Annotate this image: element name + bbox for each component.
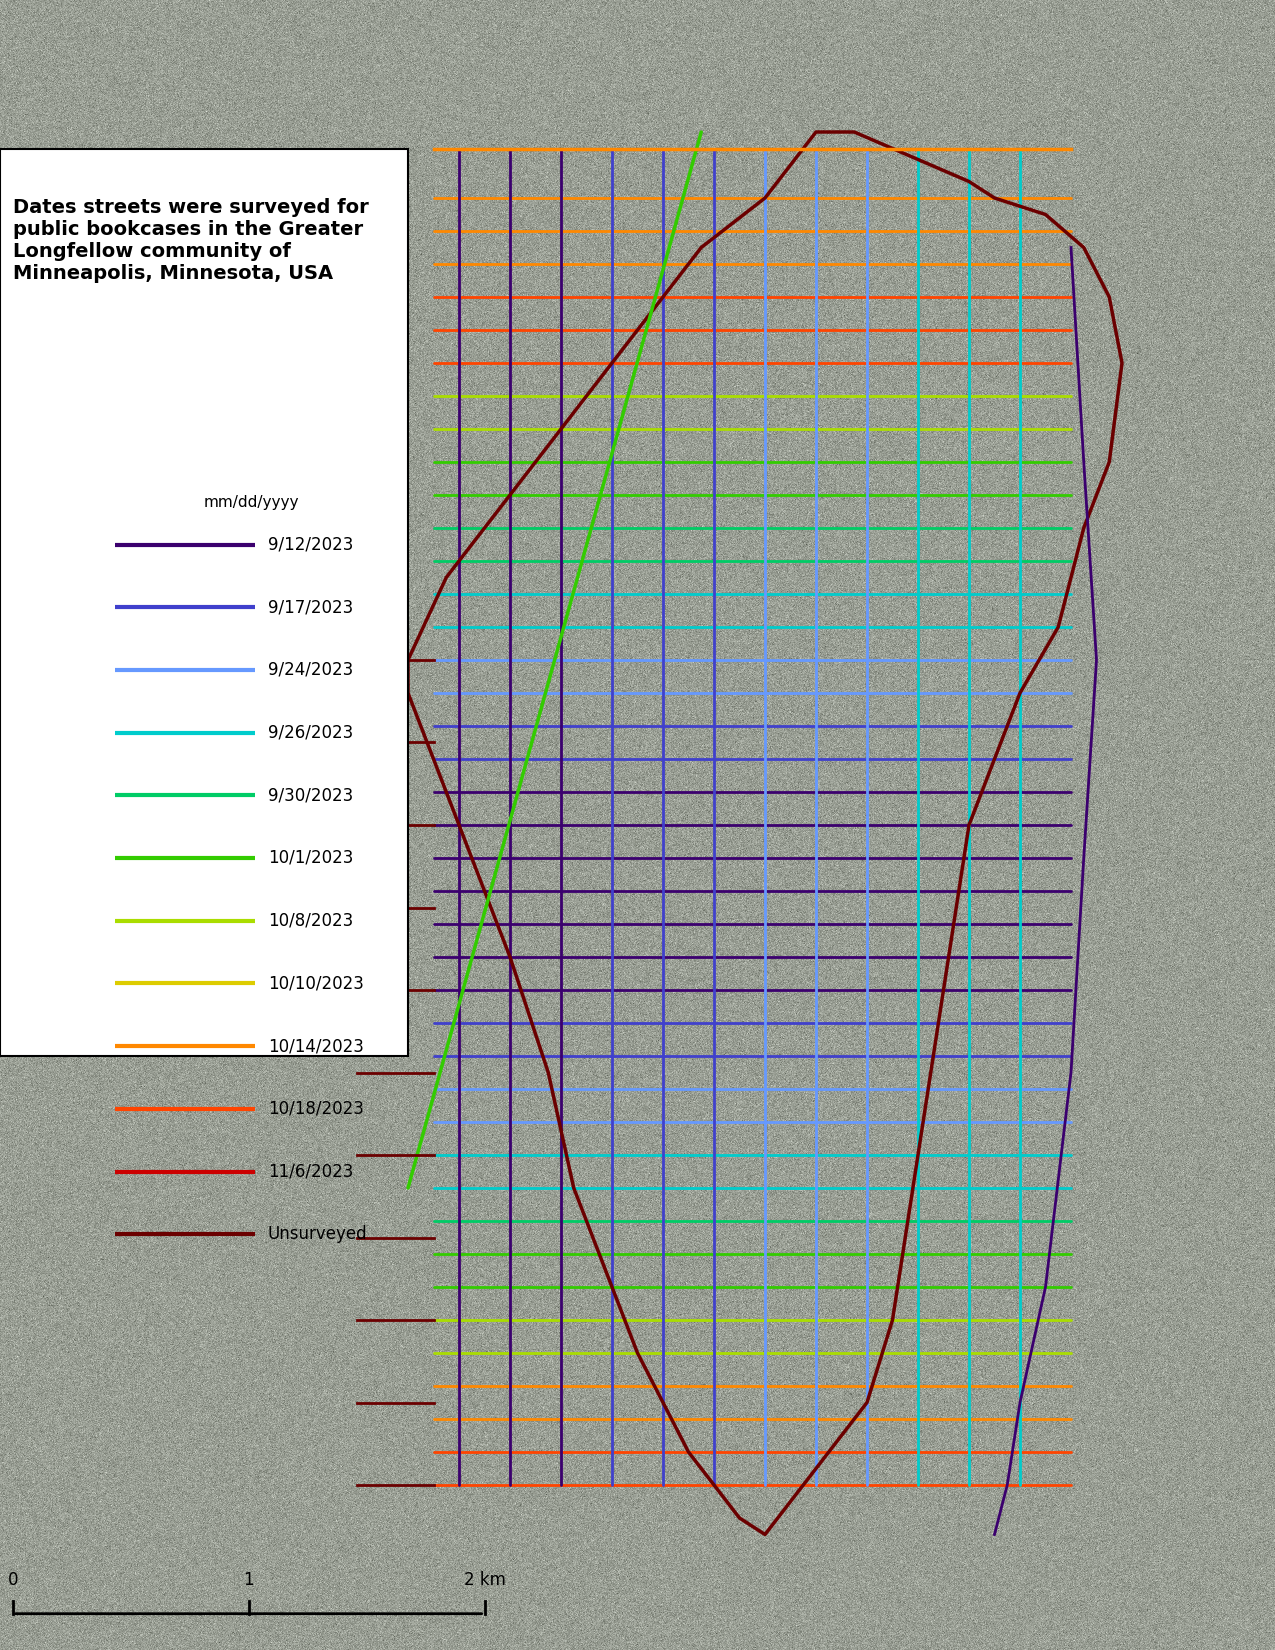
Text: 11/6/2023: 11/6/2023 <box>268 1163 353 1180</box>
FancyBboxPatch shape <box>0 148 408 1056</box>
Text: Unsurveyed: Unsurveyed <box>268 1226 367 1242</box>
Text: 0: 0 <box>8 1571 18 1589</box>
Text: 9/26/2023: 9/26/2023 <box>268 724 353 741</box>
Text: mm/dd/yyyy: mm/dd/yyyy <box>204 495 300 510</box>
Text: 10/8/2023: 10/8/2023 <box>268 912 353 929</box>
Text: 9/17/2023: 9/17/2023 <box>268 599 353 615</box>
Text: 10/1/2023: 10/1/2023 <box>268 850 353 866</box>
Text: 1: 1 <box>244 1571 254 1589</box>
Text: 10/10/2023: 10/10/2023 <box>268 975 363 992</box>
Text: 2 km: 2 km <box>464 1571 505 1589</box>
Text: Dates streets were surveyed for
public bookcases in the Greater
Longfellow commu: Dates streets were surveyed for public b… <box>13 198 368 284</box>
Text: 9/30/2023: 9/30/2023 <box>268 787 353 804</box>
Text: 9/12/2023: 9/12/2023 <box>268 536 353 553</box>
Text: 10/14/2023: 10/14/2023 <box>268 1038 363 1054</box>
Text: 10/18/2023: 10/18/2023 <box>268 1101 363 1117</box>
Text: 9/24/2023: 9/24/2023 <box>268 662 353 678</box>
